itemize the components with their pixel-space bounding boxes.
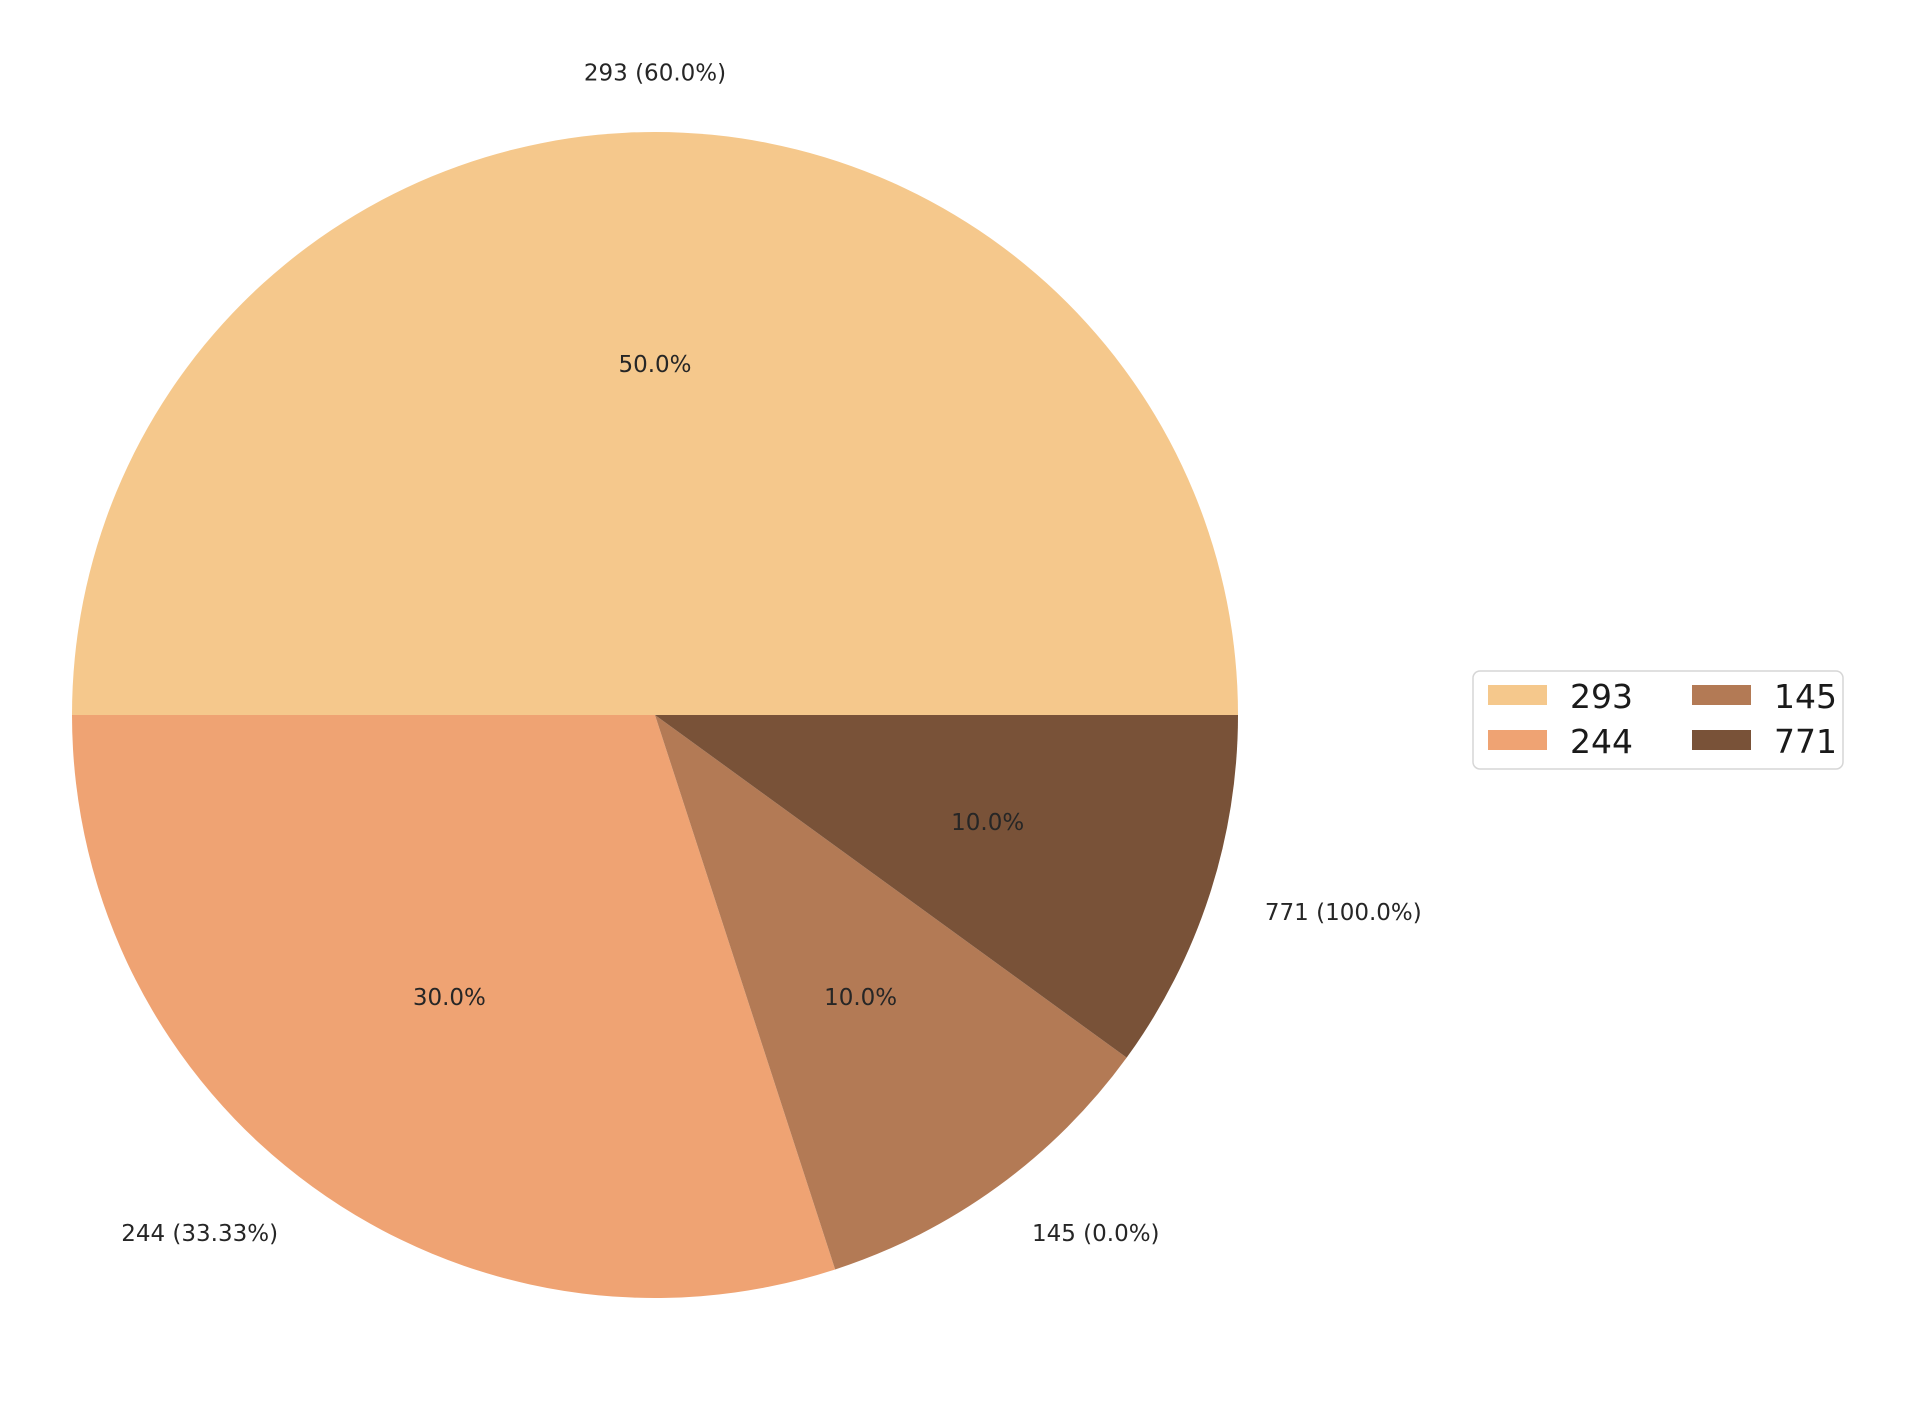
slice-label-145: 145 (0.0%) [1032, 1221, 1160, 1247]
slice-label-244: 244 (33.33%) [121, 1221, 278, 1247]
legend-swatch-244 [1488, 730, 1547, 750]
pie-slice-145 [655, 715, 1127, 1270]
pie-slice-771 [655, 715, 1238, 1058]
legend-entry-771: 771 [1774, 722, 1837, 761]
slice-labels: 293 (60.0%) 244 (33.33%) 145 (0.0%) 771 (10… [121, 61, 1422, 1247]
legend-swatch-293 [1488, 685, 1547, 705]
percent-label-771: 10.0% [951, 810, 1024, 836]
pie-slice-244 [72, 715, 836, 1298]
pie-slices [72, 132, 1238, 1298]
percent-label-293: 50.0% [618, 352, 691, 378]
slice-label-293: 293 (60.0%) [584, 61, 726, 87]
percent-label-244: 30.0% [413, 985, 486, 1011]
percent-labels: 50.0% 30.0% 10.0% 10.0% [413, 352, 1024, 1011]
legend-swatch-145 [1692, 685, 1751, 705]
legend-entry-244: 244 [1570, 722, 1633, 761]
legend: 293 244 145 771 [1472, 670, 1844, 770]
legend-swatch-771 [1692, 730, 1751, 750]
legend-entry-293: 293 [1570, 677, 1633, 716]
legend-entry-145: 145 [1774, 677, 1837, 716]
pie-slice-293 [72, 132, 1238, 715]
slice-label-771: 771 (100.0%) [1265, 900, 1422, 926]
percent-label-145: 10.0% [824, 985, 897, 1011]
